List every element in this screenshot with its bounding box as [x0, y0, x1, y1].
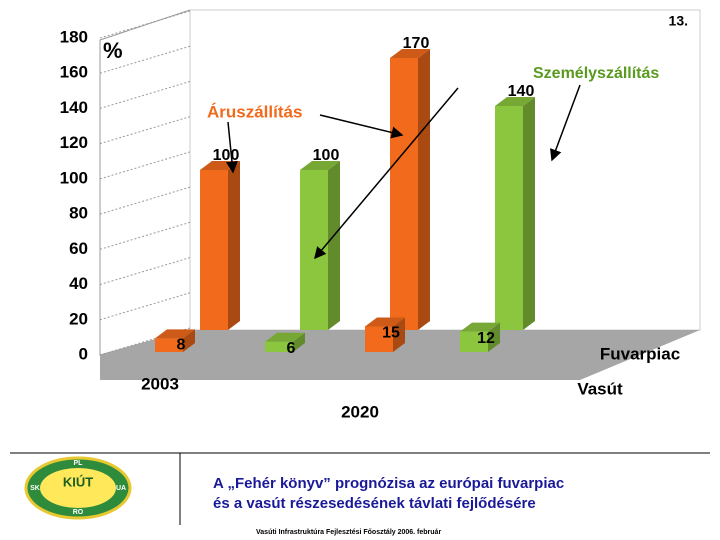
footer: Vasúti Infrastruktúra Fejlesztési Főoszt… — [256, 529, 441, 536]
bar-side — [183, 329, 195, 352]
bar-top — [265, 332, 305, 342]
bar-top — [460, 322, 500, 332]
bar-top — [365, 317, 405, 327]
logo-text: PL — [74, 460, 84, 467]
y-tick-label: 140 — [60, 98, 88, 117]
caption: A „Fehér könyv” prognózisa az európai fu… — [213, 475, 564, 492]
bar — [365, 317, 405, 352]
y-tick-label: 20 — [69, 309, 88, 328]
legend-label: Áruszállítás — [207, 102, 302, 121]
row-label: Fuvarpiac — [600, 344, 680, 363]
logo-text: SK — [30, 485, 40, 492]
bar-face — [495, 106, 523, 330]
value-label: 15 — [382, 325, 400, 342]
y-tick-label: 120 — [60, 133, 88, 152]
value-label: 100 — [213, 147, 240, 164]
bar-face — [300, 170, 328, 330]
bar — [460, 322, 500, 352]
back-wall — [189, 9, 701, 331]
y-tick-label: 40 — [69, 274, 88, 293]
bar-side — [293, 332, 305, 352]
category-label: 2020 — [341, 402, 379, 421]
bar-top — [390, 49, 430, 58]
category-label: 2003 — [141, 374, 179, 393]
row-label: Vasút — [577, 379, 623, 398]
value-label: 8 — [177, 337, 186, 354]
y-tick-label: 100 — [60, 168, 88, 187]
arrow — [225, 121, 238, 174]
arrow — [314, 87, 459, 260]
bar-side — [488, 322, 500, 352]
caption: és a vasút részesedésének távlati fejlőd… — [213, 495, 536, 512]
bar-face — [460, 331, 488, 352]
bar — [265, 332, 305, 352]
value-label: 12 — [477, 330, 495, 347]
value-label: 6 — [287, 340, 296, 357]
floor — [100, 330, 700, 380]
bar-top — [155, 329, 195, 339]
bar-side — [328, 161, 340, 330]
y-tick-label: 60 — [69, 239, 88, 258]
arrow — [319, 114, 404, 139]
bar — [390, 49, 430, 330]
bar-side — [418, 49, 430, 330]
value-label: 170 — [403, 35, 430, 52]
bar-top — [300, 161, 340, 170]
unit-label: % — [103, 38, 123, 63]
bar — [300, 161, 340, 330]
bar-top — [495, 97, 535, 106]
bar — [495, 97, 535, 330]
bar-side — [523, 97, 535, 330]
logo-text: RO — [73, 509, 84, 516]
bar — [155, 329, 195, 352]
arrow — [550, 84, 581, 162]
bar-face — [265, 341, 293, 352]
y-tick-label: 0 — [79, 344, 88, 363]
bar — [200, 161, 240, 330]
legend-label: Személyszállítás — [533, 65, 659, 82]
y-tick-label: 80 — [69, 204, 88, 223]
bar-face — [390, 58, 418, 330]
page-number: 13. — [669, 13, 688, 29]
bar-side — [228, 161, 240, 330]
logo-title: KIÚT — [63, 474, 93, 489]
bar-face — [155, 338, 183, 352]
y-tick-label: 180 — [60, 27, 88, 46]
logo-text: UA — [116, 485, 126, 492]
bar-face — [200, 170, 228, 330]
value-label: 100 — [313, 147, 340, 164]
y-tick-label: 160 — [60, 63, 88, 82]
bar-face — [365, 326, 393, 352]
logo: KIÚT PL SK UA RO — [24, 456, 132, 520]
bar-side — [393, 317, 405, 352]
value-label: 140 — [508, 83, 535, 100]
